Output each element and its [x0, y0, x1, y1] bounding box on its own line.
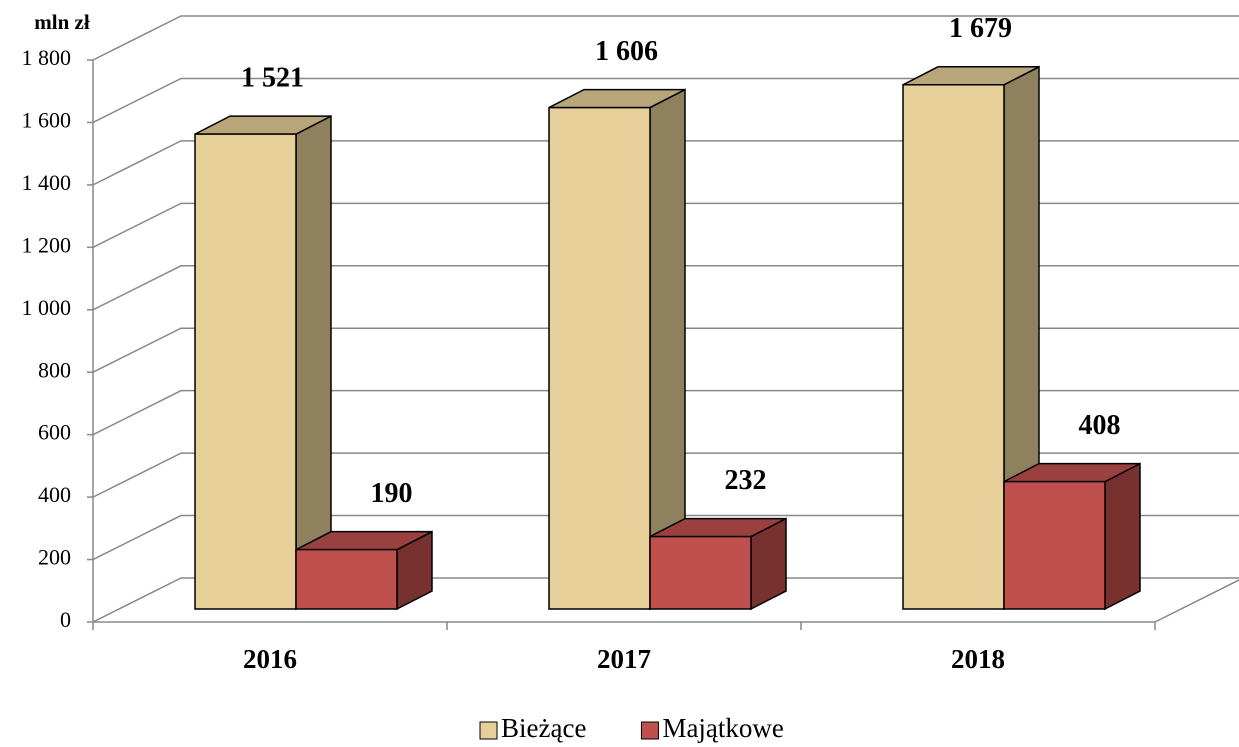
- bar: [295, 530, 433, 611]
- grid-line: [92, 15, 1239, 61]
- legend-label: Bieżące: [501, 713, 586, 743]
- x-tick-label: 2017: [597, 644, 651, 674]
- legend-swatch: [640, 721, 659, 740]
- x-tick-label: 2018: [951, 644, 1005, 674]
- legend-swatch: [479, 721, 498, 740]
- y-tick-label: 600: [38, 420, 71, 445]
- grid-line: [92, 265, 1239, 311]
- bar-side: [1104, 462, 1141, 611]
- value-label: 1 679: [949, 13, 1012, 44]
- value-label: 232: [725, 465, 767, 496]
- value-label: 408: [1079, 410, 1121, 441]
- x-tick-label: 2016: [243, 644, 297, 674]
- bar-front: [194, 133, 297, 610]
- y-tick-label: 1 600: [22, 107, 72, 132]
- bar-front: [902, 84, 1005, 610]
- axis-unit: mln zł: [34, 10, 90, 34]
- bar-front: [1003, 480, 1106, 610]
- grid-line: [92, 77, 1239, 124]
- y-tick-label: 0: [60, 607, 71, 632]
- y-tick-label: 1 800: [22, 45, 72, 70]
- y-tick-label: 200: [38, 545, 71, 570]
- grid-line: [92, 389, 1239, 436]
- bar: [649, 517, 787, 611]
- value-label: 190: [371, 478, 413, 509]
- value-label: 1 521: [241, 63, 304, 94]
- grid-line: [92, 514, 1239, 561]
- bar-front: [295, 548, 398, 610]
- grid-line: [92, 140, 1239, 186]
- grid-line: [92, 577, 1239, 623]
- bar: [1003, 462, 1141, 611]
- grid-line: [92, 202, 1239, 249]
- bar-front: [649, 535, 752, 610]
- y-tick-label: 1 000: [22, 295, 72, 320]
- value-label: 1 606: [595, 36, 658, 67]
- y-tick-label: 400: [38, 482, 71, 507]
- y-tick-label: 800: [38, 357, 71, 382]
- y-tick-label: 1 400: [22, 170, 72, 195]
- grid-line: [92, 327, 1239, 373]
- y-tick-label: 1 200: [22, 232, 72, 257]
- legend-label: Majątkowe: [662, 713, 783, 743]
- grid-line: [92, 452, 1239, 498]
- bar: [194, 114, 332, 611]
- bar: [548, 88, 686, 611]
- bar-front: [548, 106, 651, 610]
